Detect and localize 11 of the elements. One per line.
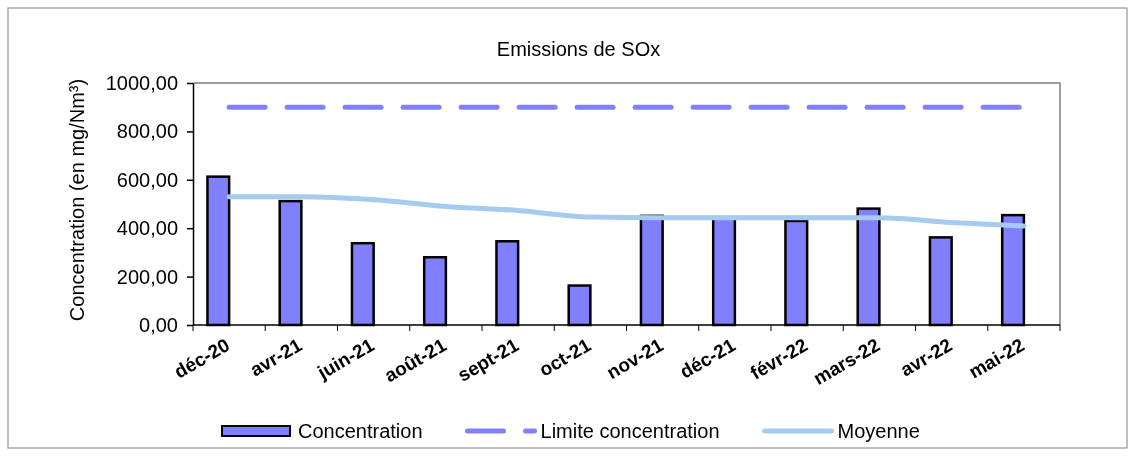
legend-label: Moyenne — [837, 420, 920, 442]
y-tick-label: 200,00 — [116, 265, 178, 288]
y-axis-title: Concentration (en mg/Nm³) — [66, 78, 88, 322]
y-tick-label: 600,00 — [116, 168, 178, 191]
y-tick-label: 800,00 — [116, 120, 178, 143]
legend-label: Concentration — [298, 420, 423, 442]
legend-label: Limite concentration — [540, 420, 720, 442]
chart-title: Emissions de SOx — [496, 38, 661, 60]
y-tick-label: 1000,00 — [105, 71, 178, 94]
y-tick-label: 0,00 — [139, 313, 178, 336]
y-tick-label: 400,00 — [116, 217, 178, 240]
